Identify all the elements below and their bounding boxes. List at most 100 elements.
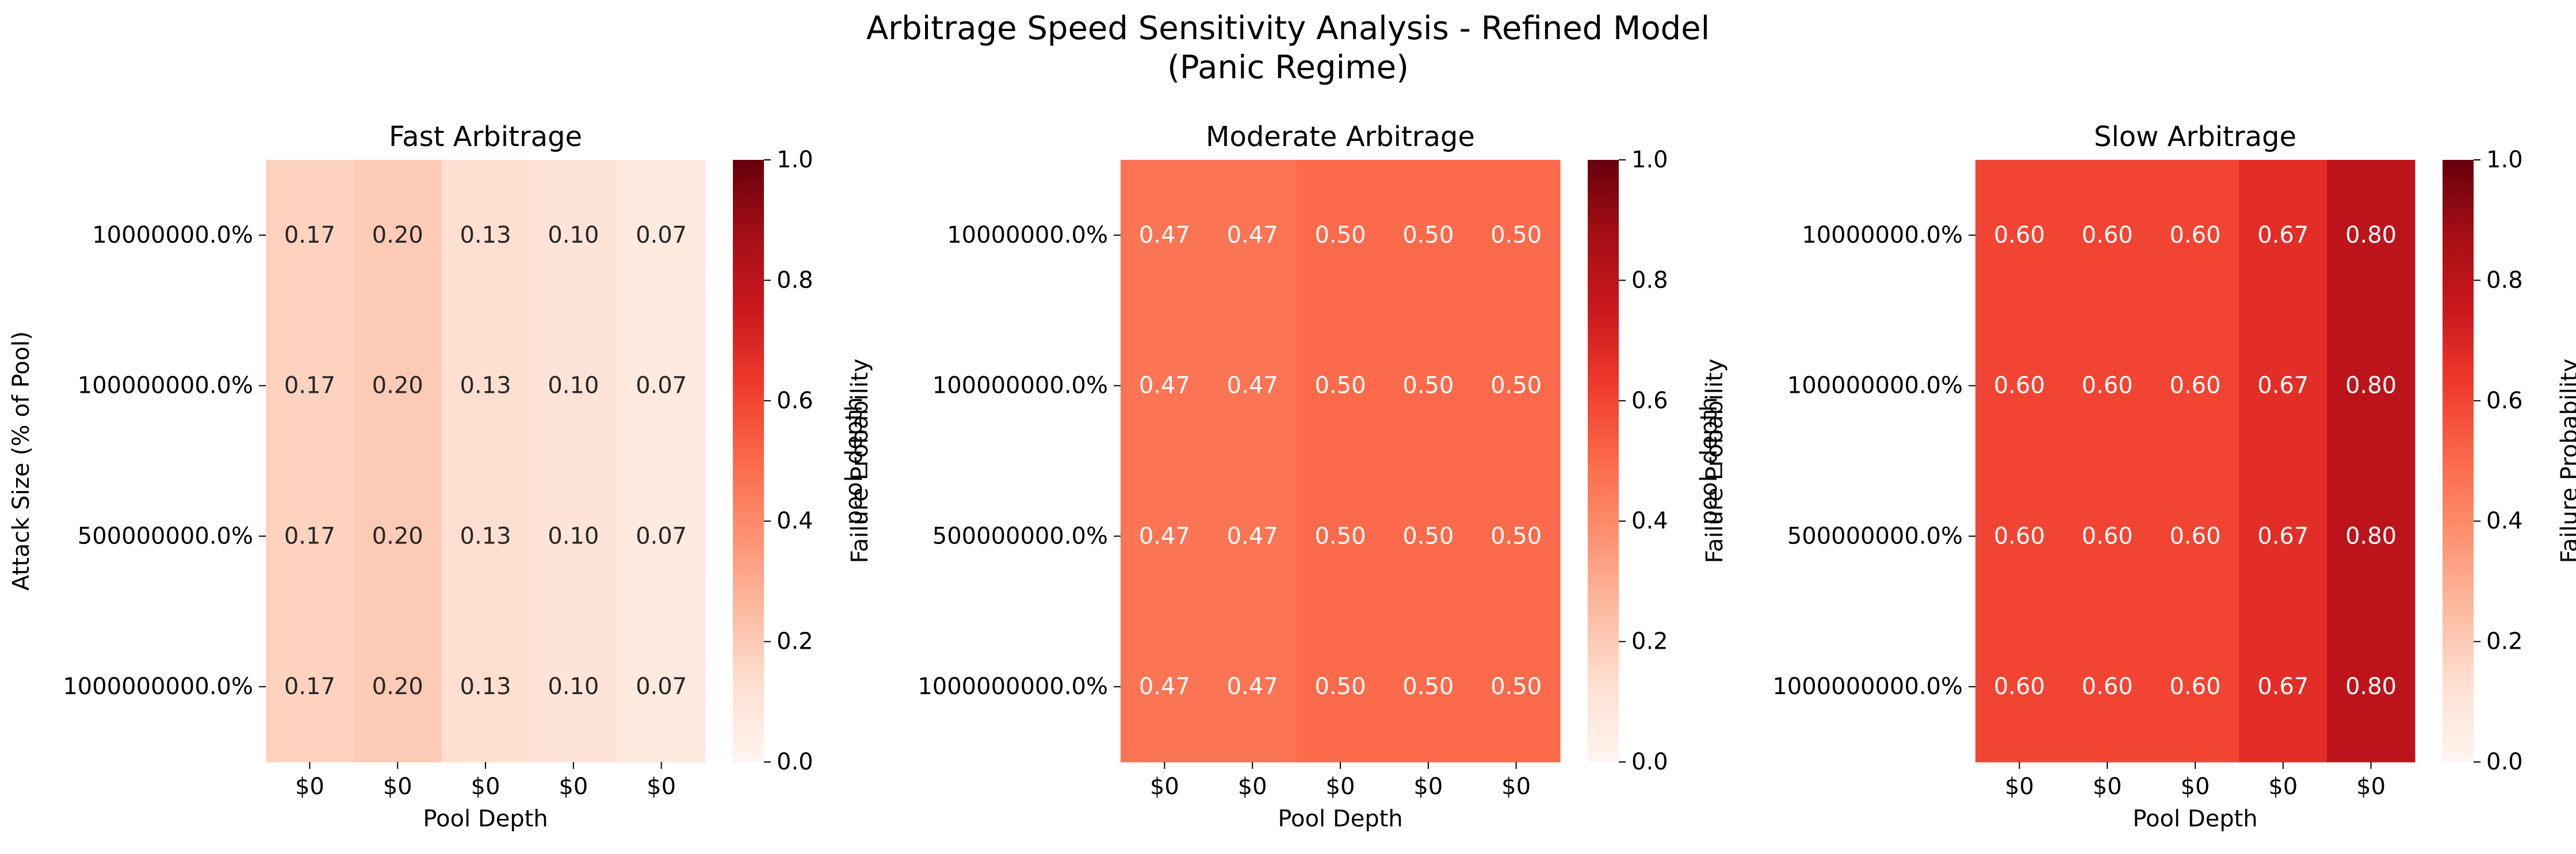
colorbar-label: Failure Probability: [2556, 359, 2576, 564]
heatmap-cell: [353, 611, 442, 763]
cell-value-label: 0.60: [1994, 673, 2045, 700]
heatmap-cell: [1208, 160, 1297, 311]
cell-value-label: 0.60: [2082, 523, 2133, 549]
heatmap-cell: [529, 461, 618, 612]
cell-value-label: 0.10: [548, 373, 599, 399]
heatmap-cell: [1208, 310, 1297, 462]
heatmap-panel-1: 0.17 0.20 0.13 0.10 0.07 0.17 0.20 0.13 0.10 0.07…: [8, 121, 873, 832]
heatmap-cell: [2327, 461, 2416, 612]
heatmap-cell: [617, 160, 706, 311]
heatmap-cell: [266, 611, 354, 763]
cell-value-label: 0.80: [2345, 673, 2397, 700]
cell-value-label: 0.80: [2345, 373, 2397, 399]
x-tick-label: $0: [2356, 773, 2386, 800]
x-tick-label: $0: [2268, 773, 2298, 800]
heatmap-cell: [2327, 310, 2416, 462]
heatmap-cell: [617, 611, 706, 763]
colorbar-tick-label: 0.2: [1631, 629, 1668, 655]
cell-value-label: 0.13: [460, 523, 511, 549]
heatmap-cell: [617, 461, 706, 612]
colorbar-tick-label: 1.0: [777, 147, 813, 173]
heatmap-cell: [1296, 160, 1385, 311]
heatmap-cell: [2063, 310, 2152, 462]
heatmap-cell: [353, 310, 442, 462]
y-axis-label: pool_depth: [841, 397, 867, 525]
colorbar-tick-label: 0.0: [777, 749, 813, 775]
heatmap-cell: [1296, 310, 1385, 462]
y-tick-label: 100000000.0%: [78, 373, 253, 399]
colorbar-tick-label: 0.8: [777, 267, 813, 293]
cell-value-label: 0.10: [548, 222, 599, 248]
cell-value-label: 0.20: [372, 523, 423, 549]
heatmap-cell: [2239, 160, 2327, 311]
colorbar-tick-label: 0.6: [2486, 388, 2523, 414]
x-tick-label: $0: [2005, 773, 2034, 800]
panel-title: Moderate Arbitrage: [1206, 121, 1475, 153]
cell-value-label: 0.17: [284, 673, 335, 700]
cell-value-label: 0.60: [1994, 222, 2045, 248]
colorbar-tick-label: 0.6: [1631, 388, 1668, 414]
heatmap-panels: 0.17 0.20 0.13 0.10 0.07 0.17 0.20 0.13 0.10 0.07…: [8, 121, 2576, 832]
heatmap-cell: [1296, 461, 1385, 612]
colorbar-label: Failure Probability: [1702, 359, 1728, 564]
colorbar-tick-label: 0.0: [2486, 749, 2523, 775]
y-tick-label: 10000000.0%: [1802, 222, 1963, 248]
heatmap-cell: [2063, 461, 2152, 612]
heatmap-cell: [441, 461, 530, 612]
cell-value-label: 0.60: [2082, 222, 2133, 248]
cell-value-label: 0.60: [2169, 373, 2220, 399]
heatmap-cell: [353, 160, 442, 311]
cell-value-label: 0.20: [372, 373, 423, 399]
x-axis-label: Pool Depth: [423, 806, 548, 832]
heatmap-cell: [2151, 310, 2239, 462]
heatmap-cell: [2327, 160, 2416, 311]
y-tick-label: 10000000.0%: [92, 222, 253, 248]
heatmap-cell: [1208, 461, 1297, 612]
y-axis-label: pool_depth: [1696, 397, 1722, 525]
y-tick-label: 500000000.0%: [932, 523, 1108, 549]
cell-value-label: 0.50: [1402, 673, 1454, 700]
cell-value-label: 0.17: [284, 222, 335, 248]
cell-value-label: 0.47: [1227, 673, 1278, 700]
heatmap-cell: [266, 310, 354, 462]
colorbar-tick-label: 0.0: [1631, 749, 1668, 775]
heatmap-cell: [1384, 310, 1473, 462]
cell-value-label: 0.67: [2257, 222, 2309, 248]
heatmap-cell: [1121, 160, 1209, 311]
heatmap-cell: [1121, 611, 1209, 763]
y-tick-label: 1000000000.0%: [63, 673, 253, 700]
x-tick-label: $0: [1413, 773, 1443, 800]
heatmap-cell: [266, 160, 354, 311]
figure-subtitle: (Panic Regime): [1167, 49, 1409, 86]
cell-value-label: 0.13: [460, 222, 511, 248]
heatmap-cell: [1472, 461, 1561, 612]
cell-value-label: 0.20: [372, 673, 423, 700]
cell-value-label: 0.07: [636, 222, 687, 248]
x-tick-label: $0: [2093, 773, 2122, 800]
colorbar-tick-label: 0.4: [777, 508, 813, 534]
colorbar-tick-label: 0.2: [777, 629, 813, 655]
colorbar-tick-label: 0.8: [2486, 267, 2523, 293]
colorbar-tick-label: 0.8: [1631, 267, 1668, 293]
heatmap-panel-3: 0.60 0.60 0.60 0.67 0.800.60 0.60 0.60 0.67 0.80…: [1696, 121, 2576, 832]
x-tick-label: $0: [559, 773, 588, 800]
heatmap-cell: [529, 160, 618, 311]
heatmap-cell: [353, 461, 442, 612]
heatmap-cell: [1384, 160, 1473, 311]
x-tick-label: $0: [1150, 773, 1179, 800]
heatmap-cell: [1384, 461, 1473, 612]
heatmap-cell: [1384, 611, 1473, 763]
cell-value-label: 0.60: [2082, 373, 2133, 399]
cell-value-label: 0.47: [1227, 523, 1278, 549]
colorbar: [2443, 160, 2474, 762]
y-tick-label: 500000000.0%: [1787, 523, 1963, 549]
heatmap-cell: [617, 310, 706, 462]
x-tick-label: $0: [1501, 773, 1531, 800]
x-tick-label: $0: [2181, 773, 2210, 800]
heatmap-cell: [529, 611, 618, 763]
x-tick-label: $0: [471, 773, 500, 800]
heatmap-cell: [2151, 461, 2239, 612]
cell-value-label: 0.60: [2169, 673, 2220, 700]
cell-value-label: 0.47: [1139, 523, 1190, 549]
heatmap-cell: [2063, 611, 2152, 763]
